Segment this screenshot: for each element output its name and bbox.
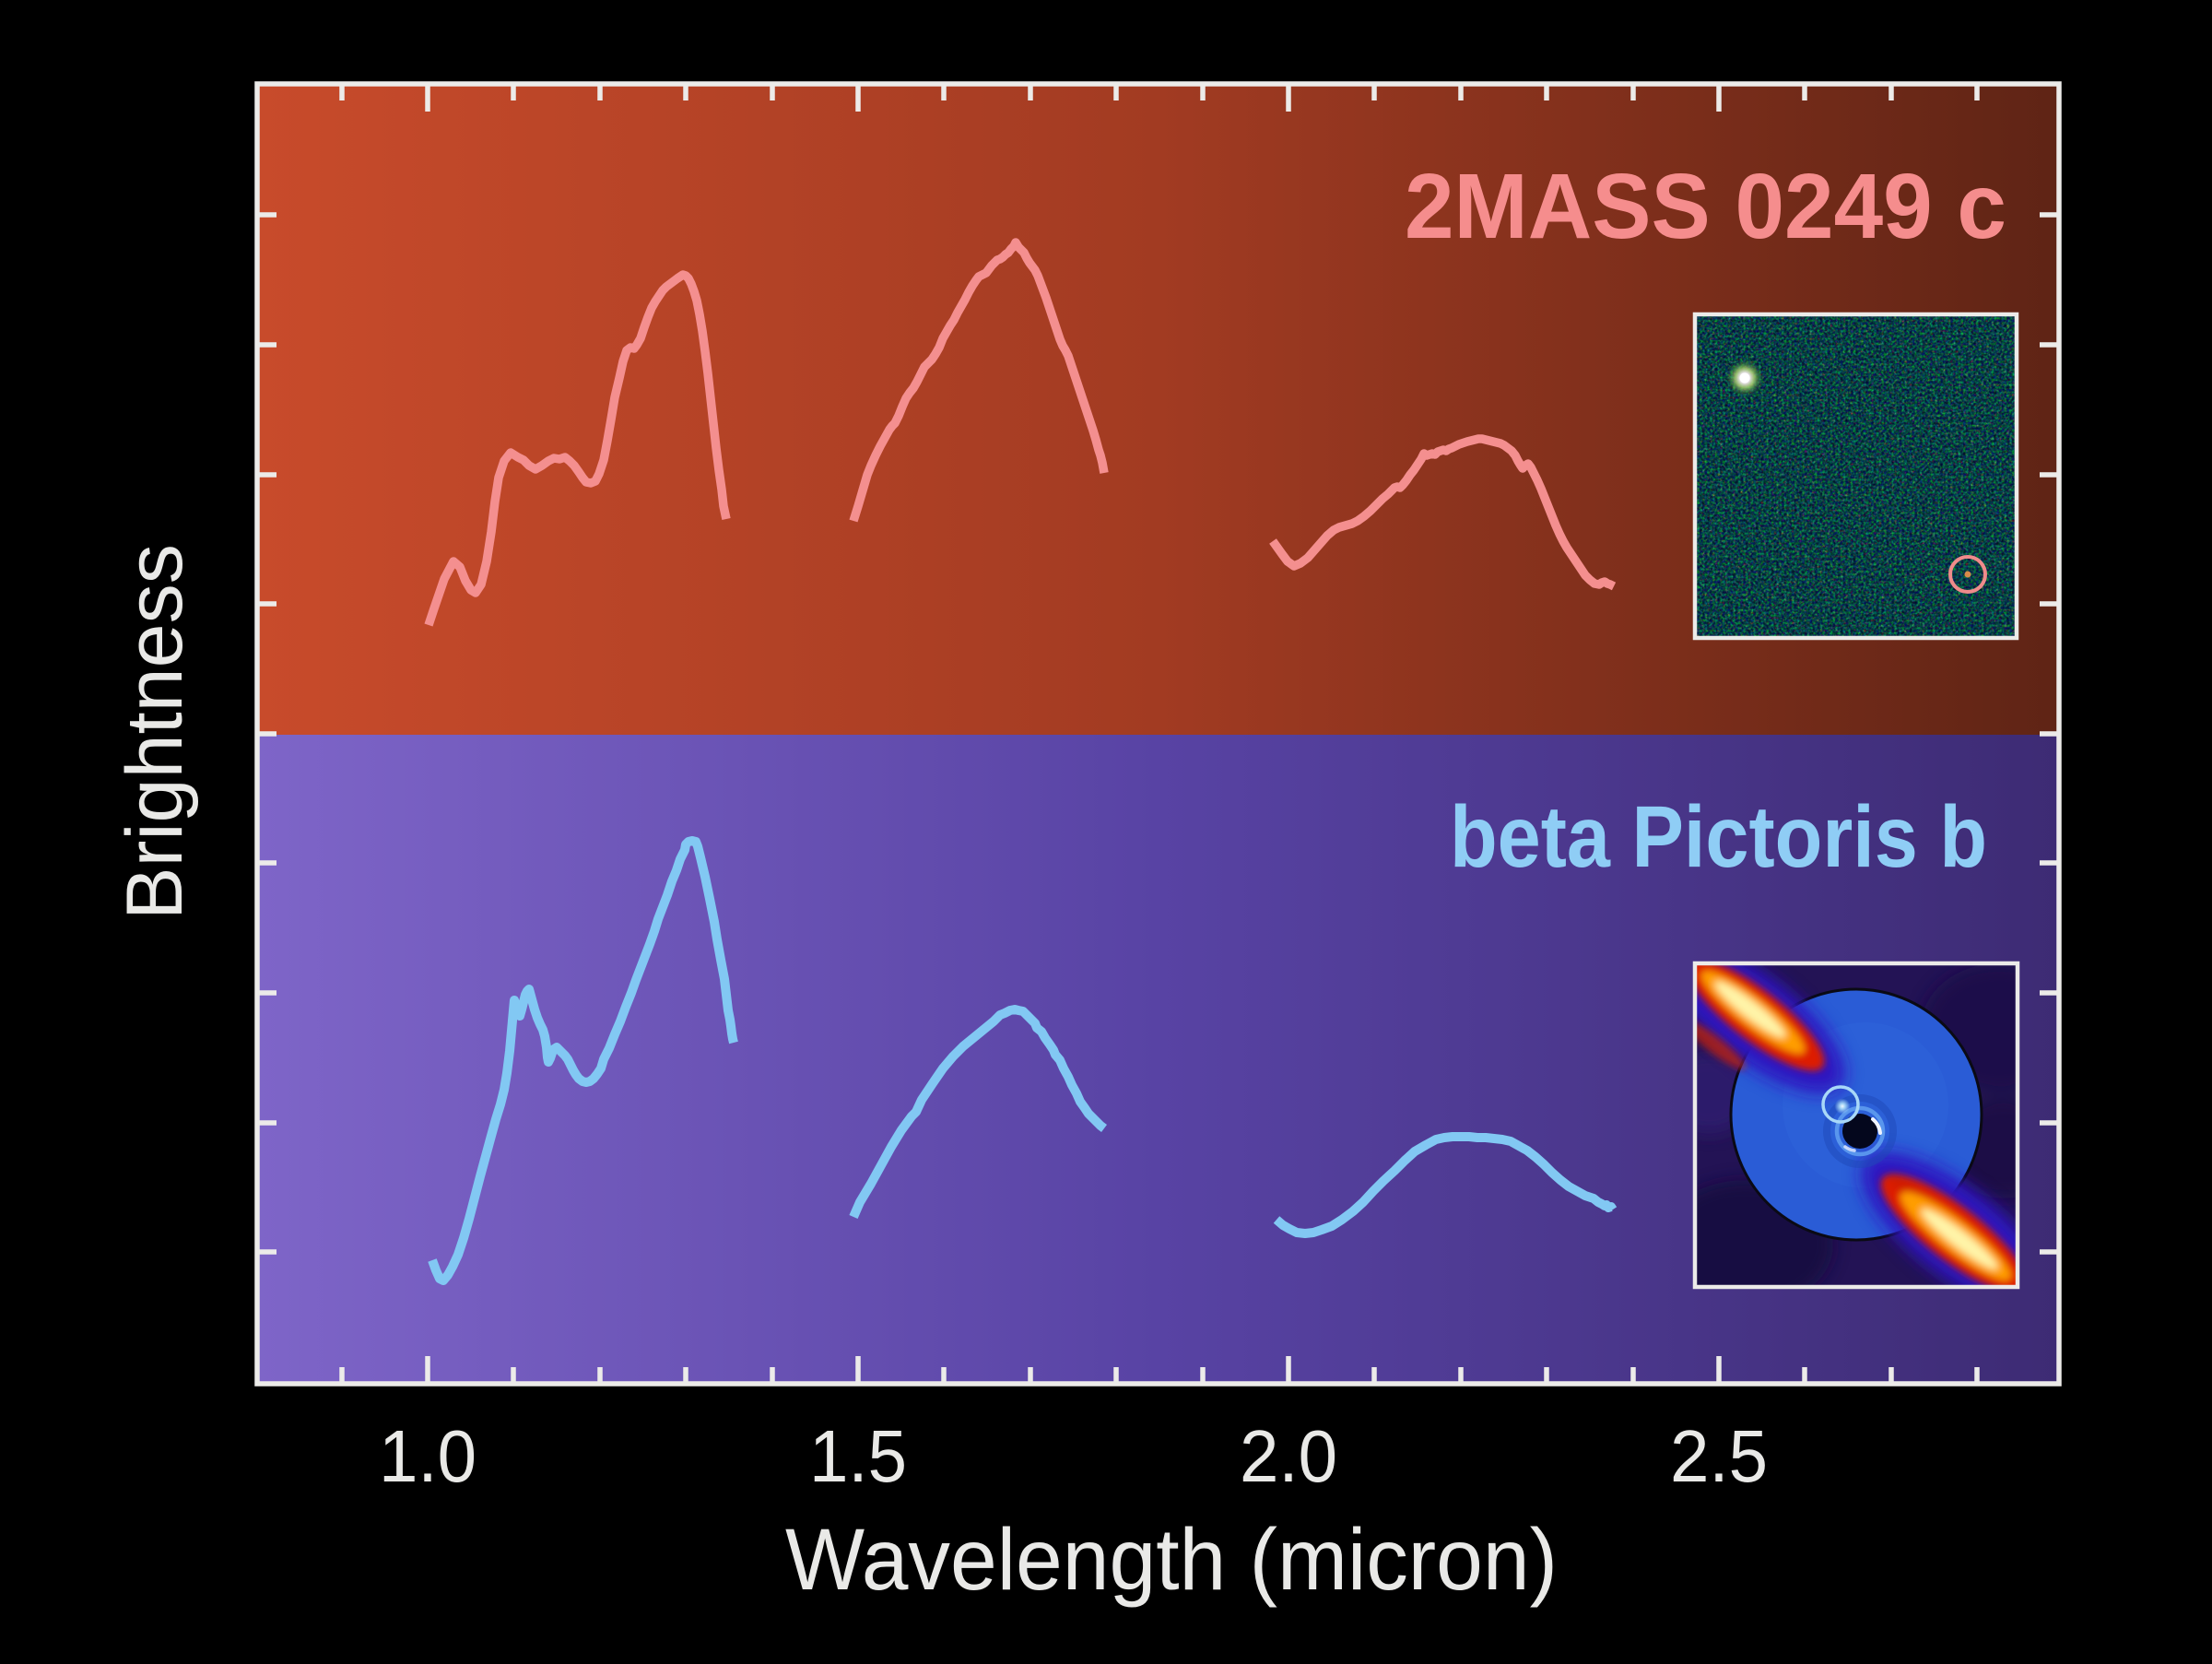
svg-text:beta Pictoris b: beta Pictoris b: [1450, 788, 1987, 886]
svg-text:Wavelength (micron): Wavelength (micron): [785, 1511, 1558, 1609]
svg-text:2.0: 2.0: [1240, 1415, 1337, 1497]
svg-text:2.5: 2.5: [1670, 1415, 1768, 1497]
svg-text:1.5: 1.5: [809, 1415, 907, 1497]
svg-text:Brightness: Brightness: [111, 544, 199, 920]
svg-text:2MASS 0249 c: 2MASS 0249 c: [1405, 155, 2006, 258]
svg-text:1.0: 1.0: [379, 1415, 477, 1497]
